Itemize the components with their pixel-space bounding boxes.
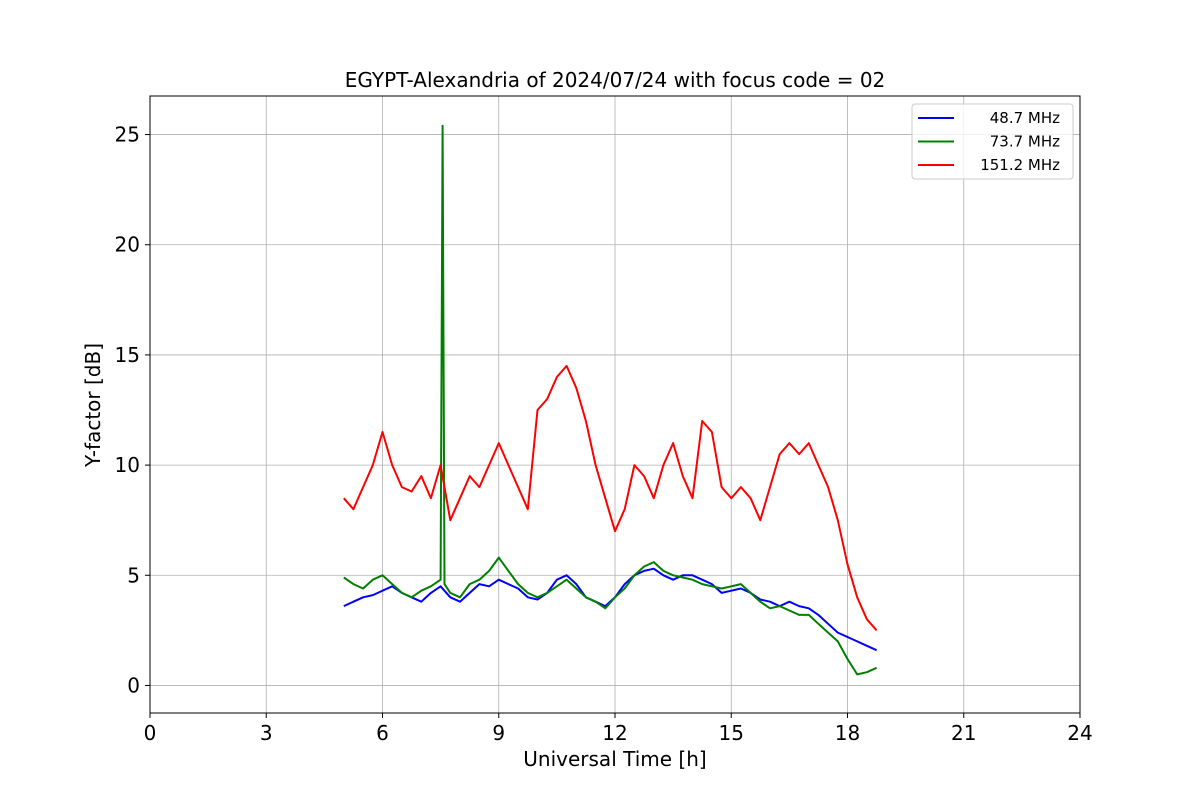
- legend-label: 151.2 MHz: [980, 156, 1060, 174]
- y-tick-label: 15: [115, 343, 140, 367]
- x-tick-label: 3: [260, 721, 273, 745]
- x-axis-label: Universal Time [h]: [523, 747, 706, 771]
- x-tick-label: 0: [144, 721, 157, 745]
- series-line-73-7-mhz: [343, 124, 878, 676]
- y-tick-label: 5: [127, 563, 140, 587]
- x-tick-label: 6: [376, 721, 389, 745]
- x-tick-label: 24: [1067, 721, 1092, 745]
- x-tick-label: 21: [951, 721, 976, 745]
- y-tick-label: 20: [115, 233, 140, 257]
- x-tick-label: 18: [835, 721, 860, 745]
- x-tick-label: 15: [719, 721, 744, 745]
- series-line-151-2-mhz: [343, 364, 878, 632]
- x-tick-label: 9: [492, 721, 505, 745]
- x-tick-label: 12: [602, 721, 627, 745]
- legend: 48.7 MHz 73.7 MHz 151.2 MHz: [911, 103, 1074, 180]
- legend-frame: [911, 103, 1074, 180]
- y-tick-label: 25: [115, 123, 140, 147]
- plot-area: [343, 124, 878, 676]
- legend-label: 48.7 MHz: [990, 109, 1060, 127]
- legend-label: 73.7 MHz: [990, 133, 1060, 151]
- y-tick-label: 10: [115, 453, 140, 477]
- chart-title: EGYPT-Alexandria of 2024/07/24 with focu…: [345, 68, 886, 92]
- y-axis-label: Y-factor [dB]: [81, 343, 105, 468]
- y-tick-label: 0: [127, 673, 140, 697]
- y-axis: 0 5 10 15 20 25: [115, 123, 150, 697]
- x-axis: 0 3 6 9 12 15 18 21 24: [144, 713, 1093, 745]
